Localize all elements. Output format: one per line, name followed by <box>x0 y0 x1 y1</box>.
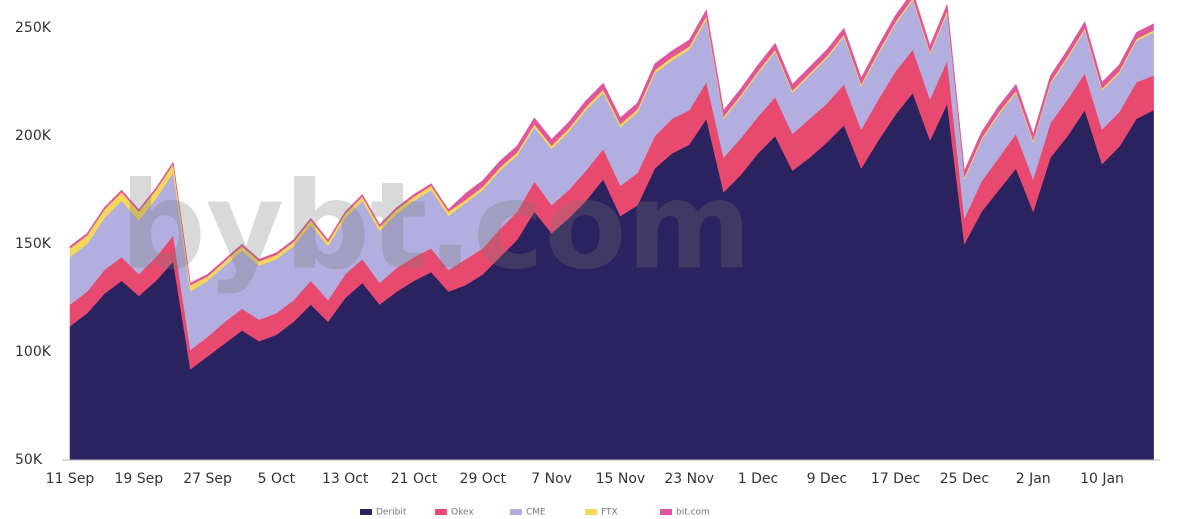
y-tick-label: 150K <box>15 236 52 252</box>
x-tick-label: 10 Jan <box>1080 471 1124 487</box>
x-tick-label: 29 Oct <box>460 471 507 487</box>
x-tick-label: 9 Dec <box>807 471 847 487</box>
x-tick-label: 19 Sep <box>114 471 163 487</box>
legend-label: Deribit <box>376 508 407 518</box>
legend-label: bit.com <box>676 508 710 518</box>
x-tick-label: 23 Nov <box>664 471 714 487</box>
x-tick-label: 5 Oct <box>258 471 296 487</box>
legend-label: FTX <box>601 508 618 518</box>
x-tick-label: 17 Dec <box>871 471 920 487</box>
legend-swatch <box>360 509 372 515</box>
watermark: bybt.com <box>120 158 752 297</box>
x-tick-label: 7 Nov <box>531 471 572 487</box>
legend-label: CME <box>526 508 546 518</box>
legend-swatch <box>585 509 597 515</box>
legend-swatch <box>435 509 447 515</box>
y-tick-label: 100K <box>15 344 52 360</box>
y-tick-label: 50K <box>15 452 43 468</box>
y-tick-label: 200K <box>15 128 52 144</box>
y-tick-label: 250K <box>15 20 52 36</box>
x-tick-label: 15 Nov <box>596 471 646 487</box>
x-tick-label: 13 Oct <box>322 471 369 487</box>
x-tick-label: 21 Oct <box>391 471 438 487</box>
legend-swatch <box>510 509 522 515</box>
x-tick-label: 11 Sep <box>46 471 95 487</box>
x-tick-label: 25 Dec <box>940 471 989 487</box>
legend-swatch <box>660 509 672 515</box>
x-tick-label: 27 Sep <box>183 471 232 487</box>
legend-label: Okex <box>451 508 474 518</box>
x-tick-label: 2 Jan <box>1016 471 1051 487</box>
area <box>69 0 1154 286</box>
x-tick-label: 1 Dec <box>738 471 778 487</box>
